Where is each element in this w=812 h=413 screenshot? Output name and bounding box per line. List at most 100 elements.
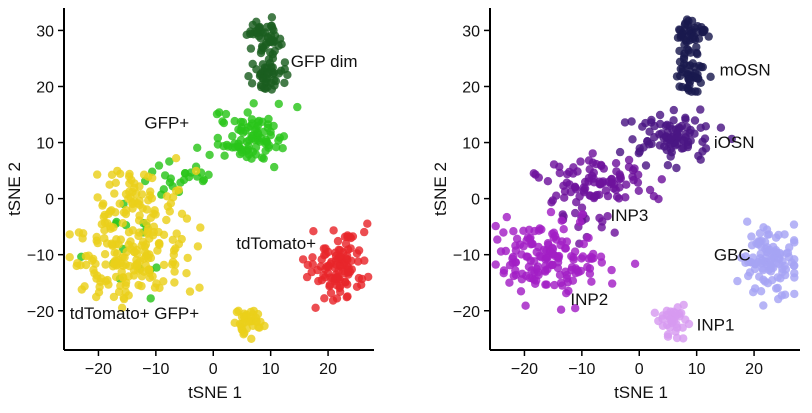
data-point-iosn (641, 161, 651, 170)
data-point-inp1 (650, 308, 659, 317)
data-point-tdtomato-gfp- (170, 278, 179, 287)
data-point-gfp-dim (252, 17, 261, 26)
data-point-tdtomato-gfp- (148, 173, 157, 183)
data-point-gfp- (270, 162, 279, 172)
data-point-inp3 (563, 170, 572, 179)
data-point-iosn (663, 128, 672, 137)
data-point-tdtomato-gfp- (253, 309, 263, 319)
data-point-iosn (696, 105, 705, 114)
data-point-inp3 (612, 192, 622, 201)
data-point-tdtomato- (330, 263, 340, 273)
data-point-gfp- (257, 153, 267, 162)
data-point-tdtomato-gfp- (171, 260, 180, 269)
data-point-inp2 (496, 247, 506, 256)
data-point-inp3 (634, 186, 643, 195)
data-point-iosn (647, 118, 656, 127)
data-point-gfp- (152, 263, 161, 272)
data-point-tdtomato-gfp- (143, 227, 152, 236)
data-point-tdtomato-gfp- (191, 166, 201, 176)
data-point-tdtomato-gfp- (162, 215, 171, 225)
data-point-gfp- (219, 118, 229, 128)
y-tick-label: 20 (36, 79, 54, 96)
data-point-tdtomato- (332, 294, 342, 303)
data-point-gfp-dim (275, 34, 285, 43)
data-point-gfp-dim (253, 29, 262, 38)
data-point-inp2 (575, 217, 585, 227)
data-point-inp1 (671, 308, 680, 318)
data-point-mosn (676, 31, 686, 40)
data-point-iosn (681, 133, 690, 142)
data-point-gfp- (247, 134, 257, 143)
data-point-tdtomato-gfp- (152, 279, 161, 288)
y-axis-title: tSNE 2 (5, 162, 24, 216)
data-point-gbc (750, 284, 760, 293)
data-point-tdtomato-gfp- (105, 207, 115, 216)
data-point-inp2 (519, 242, 528, 251)
data-point-tdtomato-gfp- (125, 261, 134, 271)
data-point-tdtomato- (302, 272, 312, 282)
data-point-inp2 (550, 231, 560, 241)
data-point-gfp- (248, 147, 258, 156)
y-tick-label: 0 (45, 192, 54, 209)
data-point-inp1 (663, 332, 673, 341)
data-point-gfp- (220, 151, 229, 160)
data-point-mosn (704, 32, 713, 41)
data-point-inp2 (568, 276, 578, 285)
data-point-inp2 (533, 262, 543, 271)
data-point-inp2 (556, 305, 566, 314)
data-point-tdtomato-gfp- (247, 334, 256, 343)
data-point-tdtomato-gfp- (146, 187, 155, 196)
data-point-iosn (647, 139, 656, 149)
data-point-gfp- (165, 157, 174, 166)
data-point-inp3 (584, 173, 594, 183)
data-point-tdtomato-gfp- (95, 282, 104, 292)
cluster-label: tdTomato+ GFP+ (70, 304, 200, 323)
data-point-gfp-dim (247, 79, 257, 88)
data-point-inp3 (571, 208, 580, 218)
data-point-gfp- (146, 294, 155, 303)
data-point-tdtomato-gfp- (111, 178, 121, 187)
data-point-tdtomato-gfp- (77, 285, 87, 294)
data-point-tdtomato-gfp- (93, 193, 102, 202)
data-point-tdtomato- (344, 263, 353, 272)
data-point-gfp- (278, 144, 287, 153)
data-point-gfp- (204, 170, 213, 179)
data-point-gfp- (212, 109, 222, 119)
cluster-label: GBC (714, 245, 751, 264)
x-tick-label: 0 (635, 361, 644, 378)
data-point-mosn (675, 82, 684, 91)
data-point-gfp-dim (264, 33, 273, 43)
data-point-gfp- (176, 178, 185, 187)
data-point-mosn (688, 59, 698, 68)
data-point-gfp-dim (256, 80, 266, 90)
data-point-tdtomato- (357, 280, 366, 289)
data-point-inp2 (511, 266, 520, 275)
data-point-gfp- (198, 176, 208, 186)
data-point-inp2 (571, 269, 580, 278)
data-point-iosn (645, 127, 654, 136)
data-point-iosn (690, 116, 700, 125)
data-point-gfp- (213, 133, 222, 143)
data-point-tdtomato-gfp- (97, 220, 107, 229)
data-point-iosn (627, 117, 636, 126)
data-point-inp2 (578, 210, 587, 219)
data-point-gbc (747, 241, 757, 250)
data-point-mosn (693, 70, 702, 79)
data-point-tdtomato-gfp- (137, 241, 146, 250)
data-point-inp2 (557, 216, 566, 225)
data-point-inp3 (609, 184, 618, 193)
data-point-gbc (780, 290, 790, 299)
data-point-gbc (790, 268, 799, 278)
data-point-gfp- (234, 142, 243, 151)
x-tick-label: −20 (511, 361, 538, 378)
data-point-gbc (741, 252, 750, 261)
data-point-inp1 (677, 308, 686, 318)
data-point-tdtomato-gfp- (110, 189, 119, 198)
data-point-gbc (790, 255, 799, 264)
data-point-inp3 (622, 180, 631, 189)
cluster-label: GFP+ (144, 114, 189, 133)
data-point-tdtomato- (343, 232, 352, 242)
data-point-iosn (716, 123, 726, 132)
data-point-tdtomato- (329, 226, 338, 235)
